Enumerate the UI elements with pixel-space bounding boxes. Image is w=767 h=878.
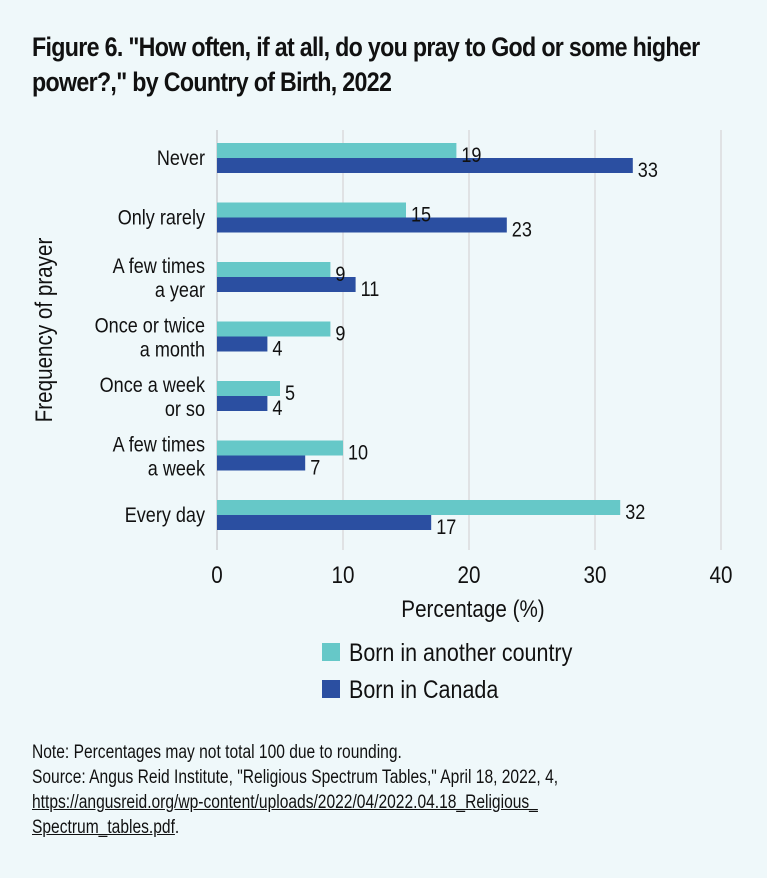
x-tick-label: 40 (710, 562, 733, 589)
data-label: 4 (272, 337, 282, 361)
data-label: 15 (411, 203, 431, 227)
bar (217, 515, 432, 530)
source-text: Source: Angus Reid Institute, "Religious… (32, 767, 559, 788)
y-axis-title: Frequency of prayer (31, 237, 58, 422)
source-link-line2[interactable]: Spectrum_tables.pdf (32, 817, 175, 838)
source-link-cont[interactable]: Spectrum_tables.pdf (32, 817, 175, 838)
x-tick-labels: 0 10 20 30 40 (211, 562, 732, 589)
bar (217, 158, 633, 173)
notes: Note: Percentages may not total 100 due … (32, 740, 737, 840)
bar (217, 262, 331, 277)
bar (217, 336, 268, 352)
category-label: or so (165, 398, 205, 422)
x-tick-label: 0 (211, 562, 222, 589)
bar (217, 277, 356, 292)
data-label: 7 (310, 456, 320, 480)
data-label: 32 (625, 501, 645, 525)
bar (217, 381, 280, 396)
x-tick-label: 20 (458, 562, 481, 589)
category-label: Once or twice (95, 314, 205, 338)
data-labels: 19 33 15 23 9 11 9 454 10 7 32 17 (272, 144, 658, 540)
data-label: 9 (335, 263, 345, 287)
x-tick-label: 30 (584, 562, 607, 589)
legend-label: Born in another country (349, 638, 573, 666)
bar (217, 440, 343, 456)
bar (217, 202, 406, 218)
data-label: 23 (512, 218, 532, 242)
source-link[interactable]: https://angusreid.org/wp-content/uploads… (32, 792, 538, 813)
data-label: 17 (436, 516, 456, 540)
figure-title: Figure 6. "How often, if at all, do you … (32, 32, 700, 97)
data-label: 19 (461, 144, 481, 168)
legend-label: Born in Canada (349, 675, 498, 703)
bar (217, 217, 507, 233)
bar (217, 455, 306, 471)
x-axis-title: Percentage (%) (401, 596, 544, 623)
data-label: 4 (272, 397, 282, 421)
data-label: 9 (335, 322, 345, 346)
bar-chart: 19 33 15 23 9 11 9 454 10 7 32 17 Never Only rarely A… (31, 130, 732, 703)
trailing-period: . (174, 817, 180, 838)
bars (217, 143, 633, 530)
category-label: A few times (113, 255, 205, 279)
legend-swatch (322, 680, 340, 698)
category-label: a month (140, 338, 205, 362)
bar (217, 321, 331, 337)
bar (217, 396, 268, 411)
data-label: 5 (285, 382, 295, 406)
category-label: Once a week (100, 374, 206, 398)
x-tick-label: 10 (332, 562, 355, 589)
category-label: Never (157, 147, 206, 171)
bar (217, 500, 621, 515)
category-label: A few times (113, 433, 205, 457)
source-link-line1[interactable]: https://angusreid.org/wp-content/uploads… (32, 792, 538, 813)
legend: Born in another country Born in Canada (322, 638, 573, 703)
category-label: Every day (125, 504, 205, 528)
category-label: a year (155, 279, 206, 303)
data-label: 10 (348, 441, 368, 465)
note-text: Note: Percentages may not total 100 due … (32, 742, 402, 763)
category-label: a week (148, 457, 205, 481)
data-label: 33 (638, 159, 658, 183)
legend-swatch (322, 643, 340, 661)
data-label: 11 (361, 278, 380, 302)
gridlines (216, 130, 722, 550)
bar (217, 143, 457, 158)
category-label: Only rarely (118, 206, 205, 230)
